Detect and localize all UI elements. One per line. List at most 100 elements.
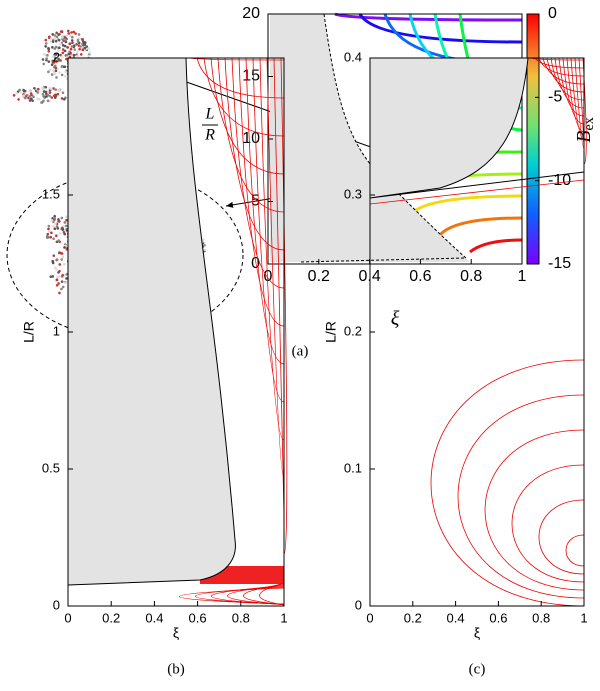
atom — [58, 220, 61, 223]
atom — [46, 99, 50, 103]
atom — [67, 32, 71, 35]
y-tick-label: 0 — [355, 597, 362, 612]
atom — [28, 95, 31, 98]
contour-line — [566, 57, 585, 133]
atom — [49, 37, 53, 41]
x-tick-label: 0.8 — [532, 610, 550, 625]
contour-line — [231, 57, 285, 289]
x-tick-label: 0.6 — [189, 610, 207, 625]
atom — [24, 96, 27, 100]
atom — [53, 72, 56, 75]
atom — [61, 273, 64, 277]
atom — [76, 54, 79, 58]
contour-line — [266, 57, 285, 479]
atom — [52, 225, 55, 228]
atom — [87, 47, 91, 50]
atom — [68, 34, 72, 37]
atom — [63, 221, 67, 224]
atom — [64, 38, 67, 42]
atom — [41, 58, 45, 61]
atom — [52, 237, 55, 241]
atom — [58, 291, 61, 295]
atom — [78, 37, 82, 40]
contour-line — [484, 429, 585, 591]
contour-line — [574, 57, 585, 149]
atom — [54, 222, 57, 226]
atom — [61, 51, 65, 55]
atom — [58, 71, 61, 74]
x-tick-label: 0 — [64, 610, 71, 625]
contour-line — [227, 584, 285, 605]
contour-line — [408, 194, 523, 217]
x-tick-label: 0.2 — [404, 610, 422, 625]
atom — [62, 224, 66, 228]
atom — [57, 38, 61, 42]
contour-line — [243, 583, 285, 606]
y-tick-label: 0 — [53, 597, 60, 612]
atom — [51, 33, 54, 36]
contour-line — [538, 57, 585, 77]
atom — [36, 91, 40, 94]
x-tick-label: 0 — [264, 268, 273, 285]
x-tick-label: 0.4 — [447, 610, 465, 625]
atom — [85, 45, 89, 48]
y-tick-label: 0.5 — [42, 460, 60, 475]
atom — [58, 232, 62, 235]
atom — [18, 88, 21, 92]
contour-line — [245, 57, 285, 365]
atom — [53, 216, 57, 220]
atom — [61, 227, 65, 231]
atom — [83, 46, 87, 50]
atom — [55, 35, 59, 39]
contour-line — [511, 464, 585, 583]
x-tick-label: 0 — [366, 610, 373, 625]
y-tick-label: 20 — [242, 5, 260, 22]
atom — [81, 40, 85, 43]
atom — [69, 52, 73, 55]
atom — [80, 46, 84, 50]
y-tick-label: 1.5 — [42, 186, 60, 201]
atom — [28, 99, 32, 102]
atom — [44, 42, 48, 45]
atom — [49, 275, 53, 278]
atom — [48, 68, 52, 72]
atom — [60, 55, 64, 59]
atom — [62, 97, 66, 101]
atom — [48, 94, 52, 98]
atom — [61, 36, 64, 39]
atom — [51, 275, 55, 278]
x-axis-label: ξ — [173, 625, 179, 641]
atom — [51, 55, 55, 58]
atom — [57, 49, 60, 52]
atom — [55, 278, 59, 282]
atom — [55, 268, 58, 271]
atom — [65, 53, 69, 57]
atom — [57, 33, 60, 36]
x-tick-label: 0.2 — [308, 268, 330, 285]
atom — [53, 266, 57, 269]
atom — [55, 60, 58, 63]
atom — [46, 54, 49, 57]
atom — [60, 97, 64, 100]
atom — [47, 224, 51, 228]
atom — [51, 46, 54, 49]
atom — [70, 39, 74, 42]
atom — [72, 44, 76, 48]
atom — [46, 93, 50, 97]
atom — [32, 95, 35, 98]
x-axis-label: ξ — [391, 308, 400, 330]
atom — [47, 60, 51, 63]
atom — [50, 73, 54, 76]
atom — [28, 89, 32, 93]
atom — [65, 57, 68, 61]
y-tick-label: 0.4 — [344, 49, 362, 64]
atom — [69, 47, 73, 51]
atom — [63, 262, 66, 266]
atom — [61, 255, 65, 259]
contour-line — [554, 57, 585, 109]
atom — [50, 231, 53, 235]
atom — [53, 96, 57, 99]
atom — [52, 254, 56, 257]
atom — [58, 275, 61, 278]
y-axis-label: L — [205, 106, 215, 123]
